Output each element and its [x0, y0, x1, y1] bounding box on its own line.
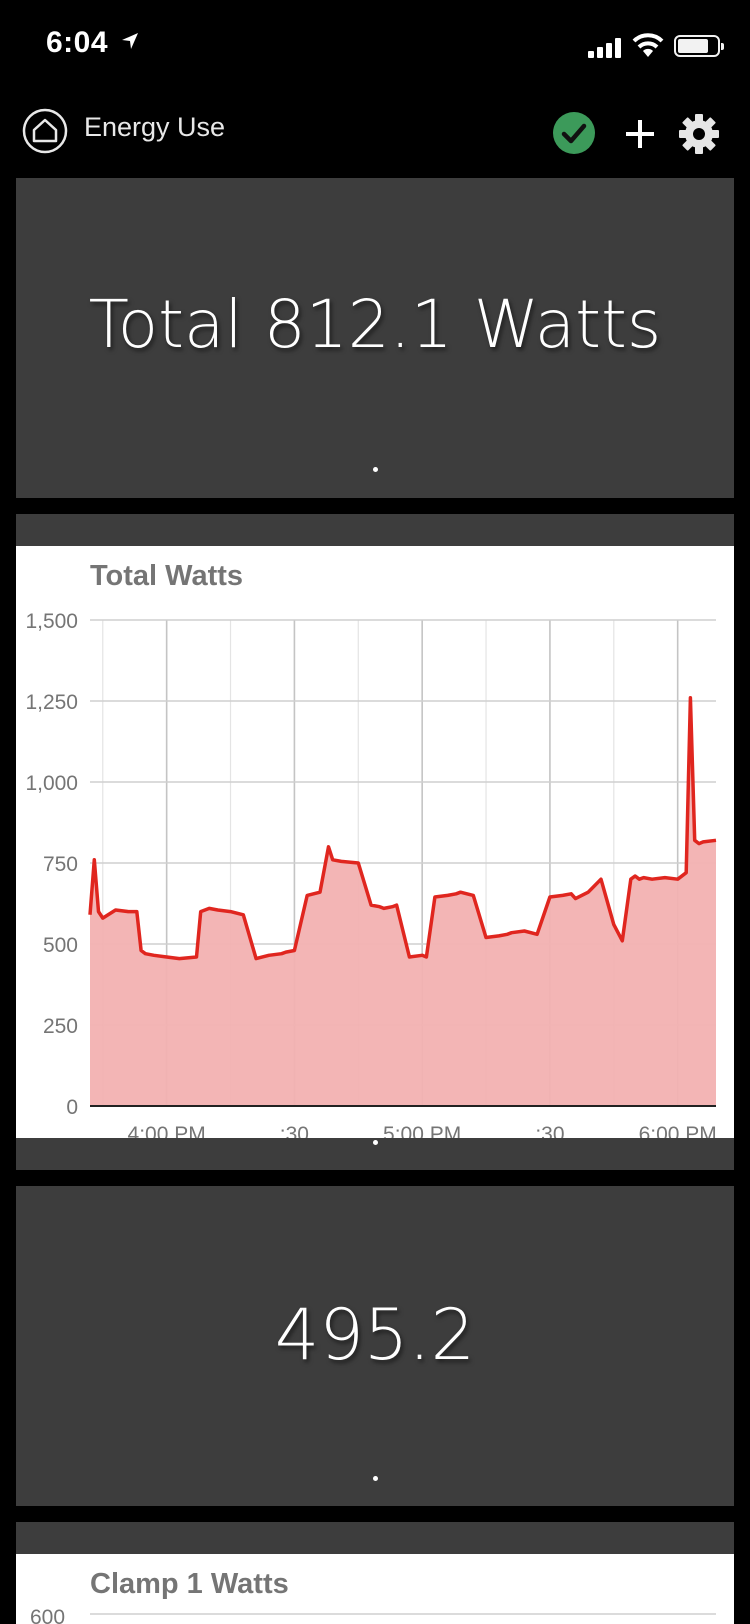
- clamp1-watts-chart: 600: [30, 1606, 716, 1624]
- x-tick-label: 4:00 PM: [128, 1123, 206, 1138]
- clamp-value-tile[interactable]: 495.2: [16, 1186, 734, 1506]
- chart-title: Total Watts: [90, 560, 244, 592]
- clamp1-watts-chart-card: Clamp 1 Watts 600: [16, 1554, 734, 1624]
- x-tick-label: :30: [535, 1123, 564, 1138]
- status-time: 6:04: [46, 26, 139, 60]
- status-time-text: 6:04: [46, 26, 109, 59]
- total-watts-chart-card: Total Watts 0 250 500 750 1,000 1,250 1,500 4:0…: [16, 546, 734, 1138]
- tile-indicator-dot: [373, 1476, 378, 1481]
- location-arrow-icon: [121, 33, 138, 49]
- chart-title: Clamp 1 Watts: [90, 1568, 289, 1600]
- y-tick-label: 500: [43, 934, 78, 957]
- total-watts-chart-tile[interactable]: Total Watts 0 250 500 750 1,000 1,250 1,500 4:0…: [16, 514, 734, 1170]
- series-line: [88, 696, 717, 961]
- plus-icon[interactable]: [620, 114, 660, 154]
- battery-icon: [674, 35, 724, 57]
- home-icon[interactable]: [22, 108, 68, 154]
- tile-indicator-dot: [373, 467, 378, 472]
- series-area: [90, 697, 716, 1106]
- y-tick-label: 1,000: [25, 772, 78, 795]
- wifi-icon: [632, 33, 664, 57]
- gear-icon[interactable]: [677, 112, 721, 156]
- x-tick-label: 5:00 PM: [383, 1123, 461, 1138]
- y-tick-label: 0: [66, 1096, 78, 1119]
- x-tick-label: 6:00 PM: [639, 1123, 717, 1138]
- y-tick-label: 750: [43, 853, 78, 876]
- clamp-value: 495.2: [274, 1294, 476, 1376]
- y-tick-label: 1,500: [25, 610, 78, 633]
- tile-indicator-dot: [373, 1140, 378, 1145]
- y-tick-label: 1,250: [25, 691, 78, 714]
- status-bar: 6:04: [0, 0, 750, 92]
- total-watts-chart: 0 250 500 750 1,000 1,250 1,500 4:00 PM :30 5:00 …: [25, 610, 717, 1138]
- x-tick-label: :30: [280, 1123, 309, 1138]
- y-tick-label: 600: [30, 1606, 65, 1624]
- check-icon[interactable]: [553, 112, 595, 154]
- total-watts-value: Total 812.1 Watts: [88, 286, 662, 363]
- y-tick-label: 250: [43, 1015, 78, 1038]
- clamp1-watts-chart-tile[interactable]: Clamp 1 Watts 600: [16, 1522, 734, 1624]
- cellular-signal-icon: [588, 36, 624, 58]
- app-header: Energy Use: [0, 100, 750, 172]
- app-title[interactable]: Energy Use: [84, 112, 226, 142]
- total-watts-value-tile[interactable]: Total 812.1 Watts: [16, 178, 734, 498]
